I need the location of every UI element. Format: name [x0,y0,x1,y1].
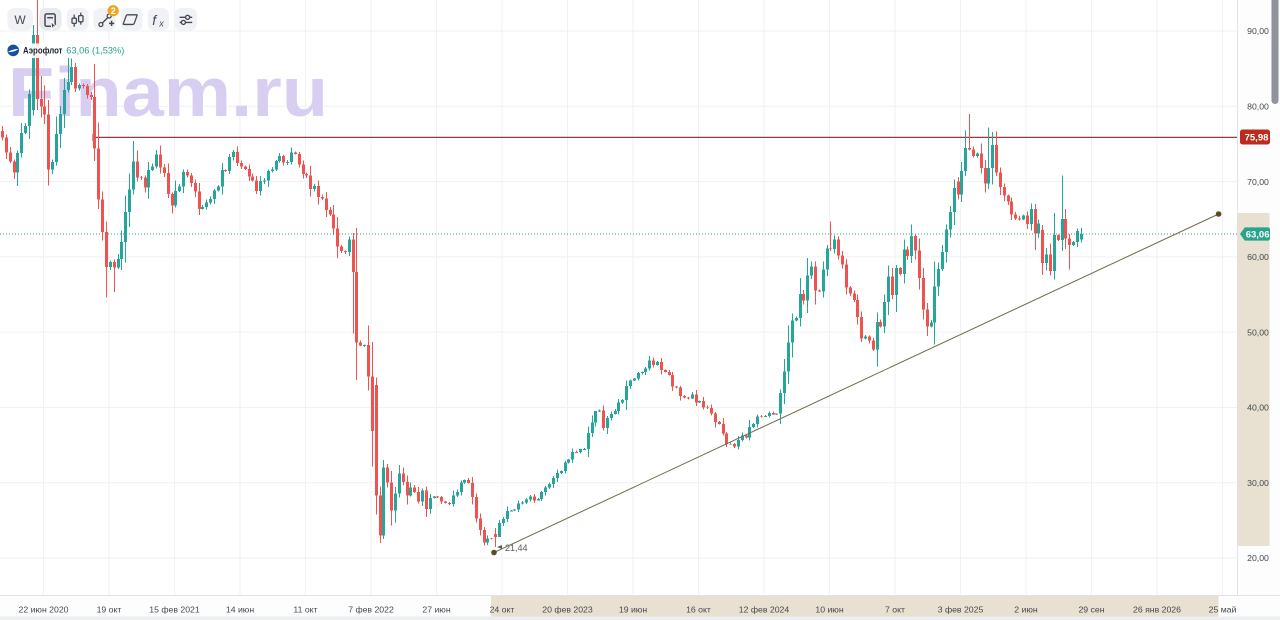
svg-text:2: 2 [111,6,116,16]
svg-text:70,00: 70,00 [1247,177,1269,187]
svg-text:24 окт: 24 окт [490,604,515,614]
svg-text:20,00: 20,00 [1247,553,1269,563]
svg-text:7 фев 2022: 7 фев 2022 [348,604,394,614]
svg-text:21,44: 21,44 [505,543,528,553]
svg-text:63,06 (1,53%): 63,06 (1,53%) [66,46,124,56]
svg-text:80,00: 80,00 [1247,102,1269,112]
svg-text:40,00: 40,00 [1247,403,1269,413]
svg-text:19 окт: 19 окт [97,604,122,614]
svg-text:10 июн: 10 июн [815,604,843,614]
svg-text:30,00: 30,00 [1247,478,1269,488]
svg-text:22 июн 2020: 22 июн 2020 [19,604,69,614]
svg-text:14 июн: 14 июн [226,604,254,614]
svg-text:7 окт: 7 окт [885,604,905,614]
svg-text:63,06: 63,06 [1246,230,1270,241]
svg-text:25 май: 25 май [1209,604,1237,614]
svg-text:W: W [14,13,26,27]
svg-text:26 янв 2026: 26 янв 2026 [1133,604,1181,614]
svg-text:12 фев 2024: 12 фев 2024 [739,604,790,614]
svg-text:19 июн: 19 июн [619,604,647,614]
svg-text:29 сен: 29 сен [1078,604,1104,614]
svg-text:16 окт: 16 окт [686,604,711,614]
svg-text:75,98: 75,98 [1245,133,1269,144]
svg-text:f: f [152,12,158,28]
svg-text:27 июн: 27 июн [422,604,450,614]
svg-text:x: x [158,18,164,28]
svg-text:20 фев 2023: 20 фев 2023 [542,604,593,614]
svg-text:15 фев 2021: 15 фев 2021 [149,604,200,614]
svg-text:2 июн: 2 июн [1014,604,1038,614]
svg-text:50,00: 50,00 [1247,327,1269,337]
svg-text:60,00: 60,00 [1247,252,1269,262]
svg-text:3 фев 2025: 3 фев 2025 [938,604,984,614]
svg-text:11 окт: 11 окт [293,604,317,614]
svg-text:90,00: 90,00 [1247,26,1269,36]
svg-text:Аэрофлот: Аэрофлот [23,46,63,56]
